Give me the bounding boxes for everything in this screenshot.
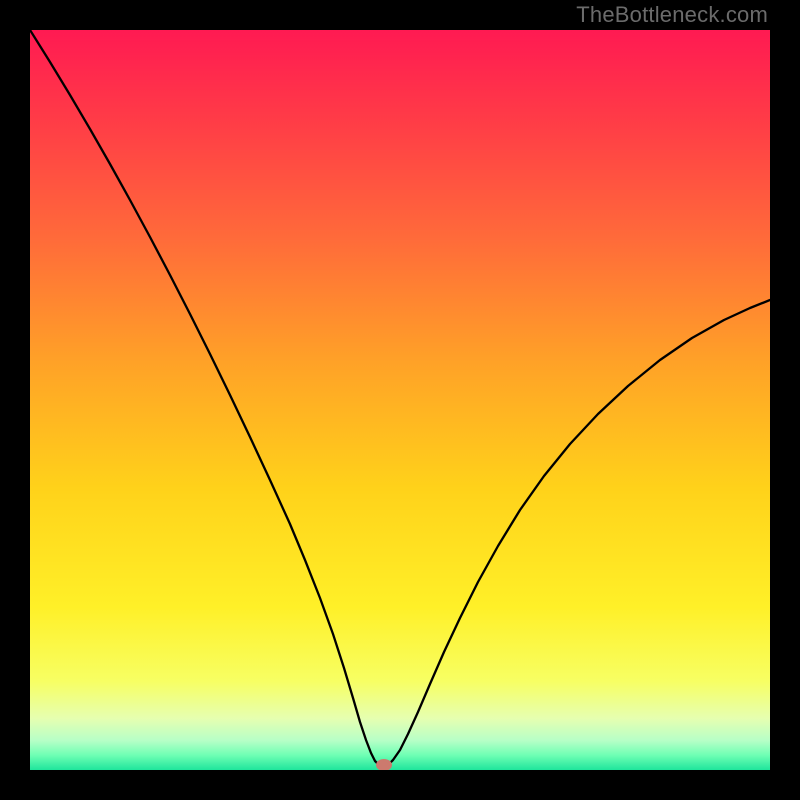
plot-area xyxy=(30,30,770,770)
watermark-text: TheBottleneck.com xyxy=(576,2,768,28)
curve-path xyxy=(30,30,770,767)
frame-left xyxy=(0,0,30,800)
bottleneck-curve xyxy=(30,30,770,770)
frame-bottom xyxy=(0,770,800,800)
frame-right xyxy=(770,0,800,800)
minimum-marker xyxy=(376,759,392,770)
